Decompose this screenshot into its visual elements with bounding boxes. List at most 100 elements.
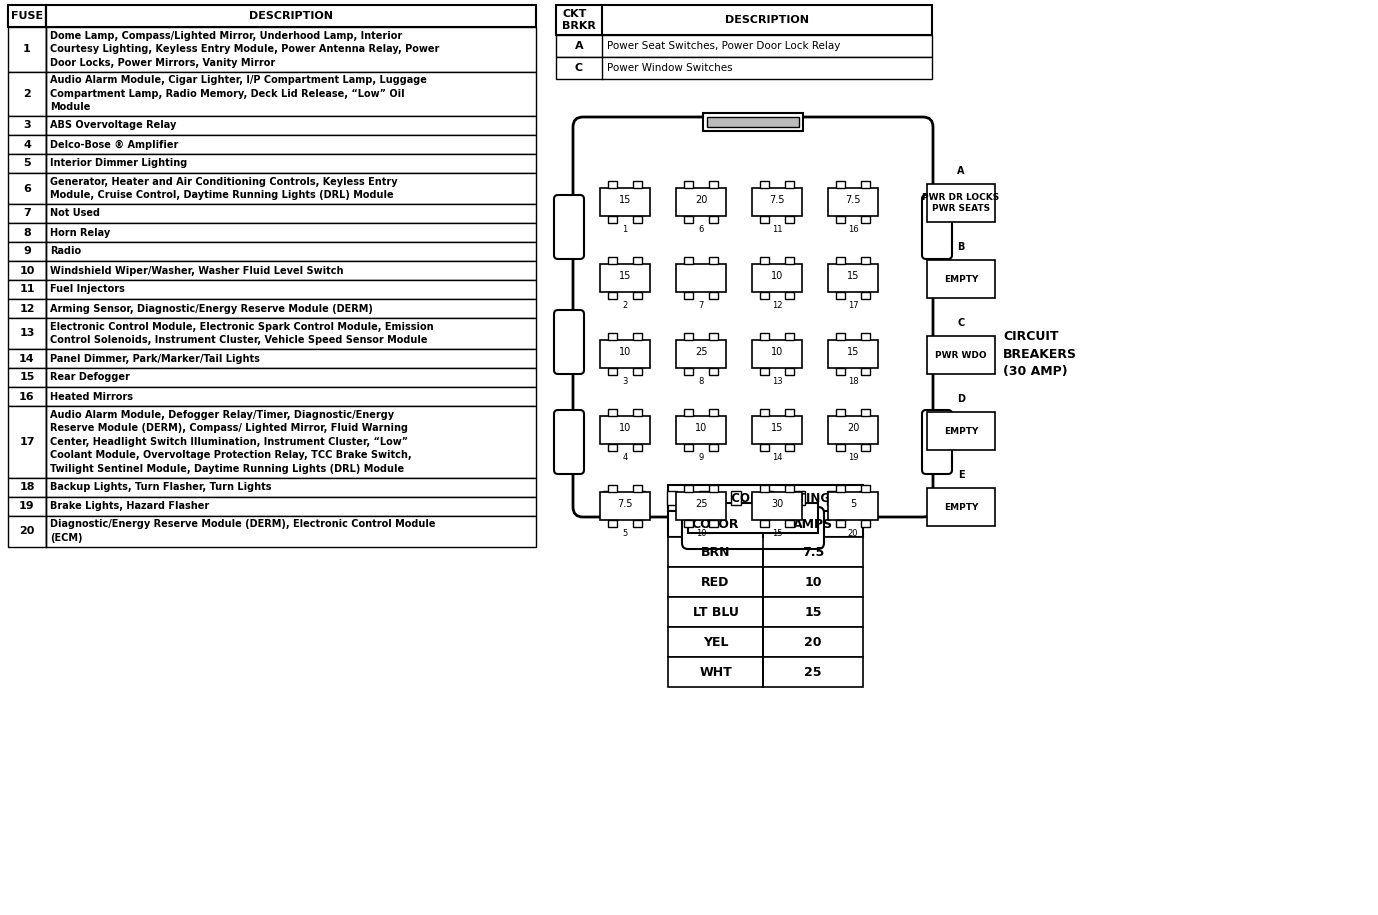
Bar [45, 478, 536, 497]
Text: EMPTY: EMPTY [944, 502, 978, 511]
Text: COLOR: COLOR [692, 518, 739, 531]
Bar [683, 333, 693, 340]
Bar [752, 416, 802, 444]
Text: 9: 9 [699, 454, 704, 462]
FancyBboxPatch shape [922, 195, 952, 259]
Bar [927, 488, 995, 526]
Bar [45, 387, 536, 406]
Text: 8: 8 [699, 378, 704, 386]
Bar [608, 333, 617, 340]
Text: 14: 14 [772, 454, 783, 462]
Bar [683, 216, 693, 223]
Text: E: E [958, 470, 965, 480]
Bar [45, 204, 536, 223]
Text: 1: 1 [623, 225, 627, 234]
Text: 15: 15 [847, 347, 860, 357]
Bar [861, 368, 870, 375]
Text: 15: 15 [847, 271, 860, 281]
Text: Module, Cruise Control, Daytime Running Lights (DRL) Module: Module, Cruise Control, Daytime Running … [50, 190, 394, 200]
Bar [785, 257, 794, 264]
Bar [683, 368, 693, 375]
Text: 25: 25 [695, 347, 707, 357]
Bar [608, 485, 617, 492]
Text: 9: 9 [23, 246, 30, 256]
Text: Fuel Injectors: Fuel Injectors [50, 285, 125, 295]
Text: Not Used: Not Used [50, 209, 101, 219]
Bar [861, 216, 870, 223]
Text: 30: 30 [770, 499, 783, 509]
Text: 7.5: 7.5 [769, 195, 784, 205]
Text: FUSE COLOR/RATINGS: FUSE COLOR/RATINGS [693, 491, 838, 504]
Bar [836, 216, 845, 223]
Text: 10: 10 [695, 423, 707, 433]
Bar [8, 135, 45, 154]
Bar [710, 444, 718, 451]
Bar [8, 27, 45, 71]
Text: 20: 20 [847, 530, 858, 539]
Bar [763, 627, 863, 657]
FancyBboxPatch shape [922, 410, 952, 474]
Bar [828, 188, 878, 216]
Bar [668, 537, 763, 567]
Text: 5: 5 [850, 499, 856, 509]
Bar [599, 416, 650, 444]
Bar [45, 223, 536, 242]
Text: 5: 5 [23, 158, 30, 168]
Bar [785, 216, 794, 223]
Text: 6: 6 [23, 184, 30, 193]
Bar [828, 340, 878, 368]
Text: Windshield Wiper/Washer, Washer Fluid Level Switch: Windshield Wiper/Washer, Washer Fluid Le… [50, 265, 343, 275]
Bar [683, 520, 693, 527]
Bar [785, 520, 794, 527]
Text: Heated Mirrors: Heated Mirrors [50, 392, 134, 402]
Text: 13: 13 [19, 328, 34, 339]
Bar [635, 491, 645, 505]
Text: 1: 1 [23, 44, 30, 54]
Bar [45, 116, 536, 135]
Text: 4: 4 [23, 139, 30, 149]
Bar [710, 257, 718, 264]
Bar [8, 406, 45, 478]
Text: 10: 10 [696, 530, 707, 539]
Text: WHT: WHT [699, 665, 732, 679]
Text: EMPTY: EMPTY [944, 274, 978, 284]
Bar [8, 387, 45, 406]
Text: EMPTY: EMPTY [944, 426, 978, 436]
Text: 13: 13 [772, 378, 783, 386]
Text: Courtesy Lighting, Keyless Entry Module, Power Antenna Relay, Power: Courtesy Lighting, Keyless Entry Module,… [50, 44, 440, 54]
Bar [633, 333, 642, 340]
Bar [45, 515, 536, 546]
Bar [45, 299, 536, 318]
Text: 10: 10 [770, 347, 783, 357]
Text: 20: 20 [847, 423, 860, 433]
Bar [836, 257, 845, 264]
Bar [710, 368, 718, 375]
Text: PWR WDO: PWR WDO [936, 350, 987, 360]
Bar [861, 520, 870, 527]
Text: C: C [575, 63, 583, 73]
Text: Panel Dimmer, Park/Marker/Tail Lights: Panel Dimmer, Park/Marker/Tail Lights [50, 353, 260, 363]
Bar [8, 299, 45, 318]
Bar [763, 511, 863, 537]
Bar [633, 444, 642, 451]
Text: 7.5: 7.5 [845, 195, 861, 205]
Bar [836, 444, 845, 451]
Bar [761, 409, 769, 416]
Bar [828, 492, 878, 520]
Text: 18: 18 [847, 378, 858, 386]
Bar [763, 597, 863, 627]
Bar [608, 292, 617, 299]
Text: 2: 2 [623, 302, 627, 310]
FancyBboxPatch shape [554, 195, 584, 259]
FancyBboxPatch shape [682, 507, 824, 549]
Bar [668, 627, 763, 657]
Bar [761, 485, 769, 492]
Bar [8, 280, 45, 299]
Bar [785, 444, 794, 451]
Bar [785, 409, 794, 416]
Text: D: D [956, 394, 965, 404]
Text: 17: 17 [19, 436, 34, 447]
Bar [677, 188, 726, 216]
Text: 19: 19 [19, 501, 34, 511]
Text: 25: 25 [695, 499, 707, 509]
